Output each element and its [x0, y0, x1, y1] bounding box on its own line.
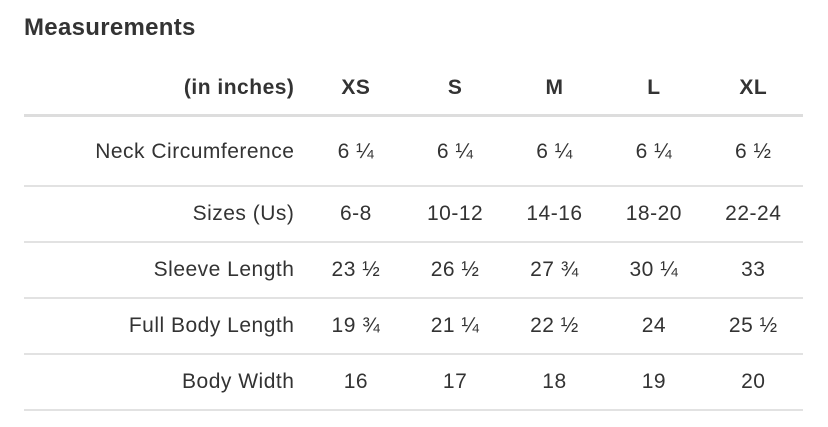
size-header: XS: [306, 62, 406, 117]
cell-value: 18: [504, 354, 605, 411]
cell-value: 19: [604, 354, 704, 411]
row-label: Neck Circumference: [24, 115, 307, 187]
cell-value: 6 ¼: [604, 115, 704, 187]
cell-value: 26 ½: [405, 242, 505, 299]
cell-value: 6 ½: [703, 115, 803, 187]
cell-value: 6-8: [306, 186, 406, 243]
size-header: M: [504, 62, 605, 117]
size-header: XL: [703, 62, 803, 117]
cell-value: 10-12: [405, 186, 505, 243]
table-row: Body Width 16 17 18 19 20: [24, 354, 803, 411]
cell-value: 6 ¼: [405, 115, 505, 187]
cell-value: 6 ¼: [504, 115, 605, 187]
cell-value: 16: [306, 354, 406, 411]
measurements-table: (in inches) XS S M L XL Neck Circumferen…: [24, 62, 803, 411]
cell-value: 33: [703, 242, 803, 299]
cell-value: 24: [604, 298, 704, 355]
table-row: Full Body Length 19 ¾ 21 ¼ 22 ½ 24 25 ½: [24, 298, 803, 355]
unit-header: (in inches): [24, 62, 307, 117]
cell-value: 19 ¾: [306, 298, 406, 355]
size-header: L: [604, 62, 704, 117]
cell-value: 22-24: [703, 186, 803, 243]
cell-value: 6 ¼: [306, 115, 406, 187]
cell-value: 25 ½: [703, 298, 803, 355]
cell-value: 18-20: [604, 186, 704, 243]
row-label: Sizes (Us): [24, 186, 307, 243]
cell-value: 21 ¼: [405, 298, 505, 355]
cell-value: 14-16: [504, 186, 605, 243]
row-label: Full Body Length: [24, 298, 307, 355]
cell-value: 30 ¼: [604, 242, 704, 299]
table-row: Sleeve Length 23 ½ 26 ½ 27 ¾ 30 ¼ 33: [24, 242, 803, 299]
header-row: (in inches) XS S M L XL: [24, 62, 803, 117]
row-label: Body Width: [24, 354, 307, 411]
cell-value: 23 ½: [306, 242, 406, 299]
page-title: Measurements: [24, 14, 196, 41]
table-row: Sizes (Us) 6-8 10-12 14-16 18-20 22-24: [24, 186, 803, 243]
cell-value: 20: [703, 354, 803, 411]
row-label: Sleeve Length: [24, 242, 307, 299]
size-header: S: [405, 62, 505, 117]
cell-value: 27 ¾: [504, 242, 605, 299]
cell-value: 22 ½: [504, 298, 605, 355]
cell-value: 17: [405, 354, 505, 411]
